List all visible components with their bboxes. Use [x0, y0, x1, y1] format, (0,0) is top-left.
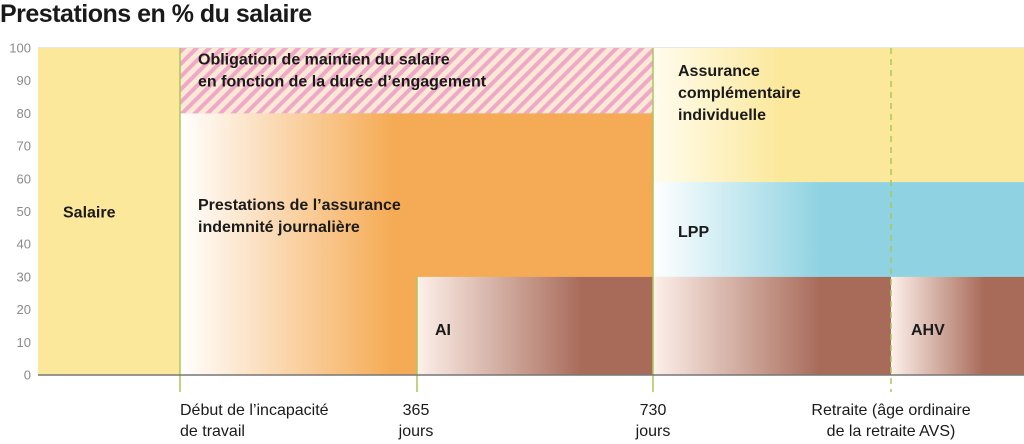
x-tick-label-d730: jours — [635, 423, 671, 440]
y-tick-label: 0 — [24, 368, 31, 383]
y-tick-label: 10 — [17, 335, 31, 350]
x-tick-label-d365: 365 — [403, 402, 430, 419]
segment-label-indemnite: Prestations de l’assurance — [198, 197, 401, 214]
x-tick-label-start: Début de l’incapacité — [180, 402, 329, 419]
y-tick-label: 50 — [17, 204, 31, 219]
segment-lpp — [653, 182, 1024, 277]
segment-label-obligation: en fonction de la durée d’engagement — [198, 73, 487, 90]
x-tick-label-retirement: Retraite (âge ordinaire — [811, 402, 970, 419]
x-tick-label-d730: 730 — [640, 402, 667, 419]
y-tick-label: 60 — [17, 171, 31, 186]
y-tick-label: 40 — [17, 237, 31, 252]
segment-obligation — [180, 48, 653, 114]
segment-complementaire — [653, 48, 1024, 183]
y-tick-label: 90 — [17, 73, 31, 88]
segment-label-ahv: AHV — [911, 322, 945, 339]
segment-label-complementaire: individuelle — [678, 107, 766, 124]
segment-ai — [417, 276, 653, 375]
y-tick-label: 80 — [17, 106, 31, 121]
segment-label-complementaire: complémentaire — [678, 85, 801, 102]
segment-label-indemnite: indemnité journalière — [198, 219, 360, 236]
segment-label-ai: AI — [435, 322, 451, 339]
chart-title: Prestations en % du salaire — [0, 0, 312, 28]
segment-label-lpp: LPP — [678, 224, 709, 241]
segment-label-complementaire: Assurance — [678, 63, 760, 80]
x-tick-label-d365: jours — [398, 423, 434, 440]
segment-label-obligation: Obligation de maintien du salaire — [198, 51, 450, 68]
y-tick-label: 100 — [9, 41, 31, 56]
segment-ai_post — [653, 276, 891, 375]
segment-ahv — [891, 276, 1024, 375]
y-tick-label: 20 — [17, 302, 31, 317]
y-tick-label: 70 — [17, 139, 31, 154]
segment-label-salaire: Salaire — [63, 205, 116, 222]
x-tick-label-retirement: de la retraite AVS) — [827, 423, 956, 440]
x-tick-label-start: de travail — [180, 423, 245, 440]
y-tick-label: 30 — [17, 269, 31, 284]
segment-salaire — [38, 48, 180, 375]
